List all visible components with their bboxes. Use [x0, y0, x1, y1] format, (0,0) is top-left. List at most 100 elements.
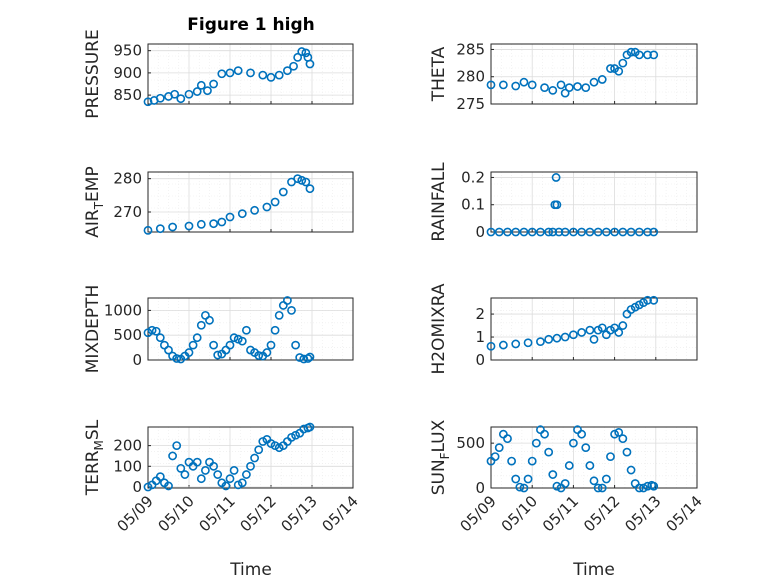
data-point: [217, 217, 227, 227]
data-point: [589, 476, 599, 486]
y-axis-label: RAINFALL: [429, 162, 449, 242]
data-point: [213, 470, 223, 479]
data-point: [209, 79, 218, 89]
data-point: [196, 474, 206, 484]
data-point: [634, 227, 644, 237]
data-point: [172, 441, 182, 451]
y-tick-label: 950: [113, 42, 142, 60]
data-point: [511, 81, 521, 91]
data-point: [205, 315, 214, 325]
data-point: [618, 434, 628, 444]
data-point: [297, 175, 307, 185]
data-point: [589, 334, 599, 344]
x-tick-label: 05/10: [155, 492, 198, 535]
data-point: [229, 333, 239, 343]
data-point: [305, 184, 315, 194]
data-point: [560, 227, 570, 237]
data-point: [634, 50, 644, 60]
subplot-6: 0 100 200 TERRMSL 05/0905/1005/1105/1205/130…: [83, 419, 362, 535]
data-point: [155, 333, 165, 343]
y-tick-label: 285: [456, 40, 485, 58]
data-point: [551, 173, 561, 182]
x-tick-label: 05/14: [663, 492, 706, 535]
data-point: [548, 227, 558, 237]
data-point: [544, 227, 554, 237]
data-point: [585, 325, 595, 335]
data-point: [241, 470, 251, 479]
data-point: [305, 352, 315, 362]
y-axis-label: THETA: [429, 46, 449, 102]
data-point: [577, 328, 587, 337]
data-point: [262, 202, 272, 212]
data-point: [622, 447, 632, 457]
data-point: [184, 221, 194, 231]
data-point: [200, 466, 210, 475]
data-point: [305, 422, 315, 432]
y-tick-label: 500: [113, 326, 142, 344]
subplot-3: 0 0.1 0.2 RAINFALL: [429, 162, 698, 242]
data-point: [649, 227, 659, 237]
data-point: [618, 227, 628, 237]
data-point: [597, 483, 607, 493]
data-point: [597, 75, 607, 84]
data-point: [168, 222, 177, 232]
data-point: [548, 85, 558, 95]
data-point: [237, 209, 247, 219]
data-point: [270, 197, 280, 207]
data-point: [143, 97, 153, 107]
data-point: [519, 483, 529, 493]
data-point: [254, 445, 264, 455]
data-point: [176, 463, 186, 473]
data-point: [569, 438, 578, 448]
data-point: [237, 336, 247, 346]
data-point: [237, 478, 247, 488]
data-point: [217, 69, 227, 79]
data-point: [610, 429, 619, 439]
data-point: [209, 340, 218, 350]
data-point: [503, 227, 512, 237]
data-point: [486, 80, 496, 90]
data-point: [544, 334, 554, 344]
data-point: [523, 474, 533, 484]
data-point: [203, 86, 212, 96]
y-axis-label: H2OMIXRA: [429, 283, 449, 374]
data-point: [225, 340, 235, 350]
data-point: [556, 80, 566, 90]
data-point: [511, 227, 521, 237]
data-point: [552, 333, 562, 343]
data-point: [293, 174, 303, 184]
data-point: [225, 68, 235, 78]
data-point: [531, 438, 541, 448]
data-point: [143, 225, 153, 235]
data-point: [250, 205, 259, 215]
data-point: [614, 66, 624, 76]
data-point: [536, 337, 545, 347]
data-point: [569, 330, 578, 340]
y-tick-label: 100: [113, 457, 142, 475]
data-point: [614, 427, 624, 437]
y-tick-label: 0: [475, 223, 485, 241]
data-point: [585, 461, 595, 470]
data-point: [593, 227, 603, 237]
axes-frame: [147, 43, 354, 105]
data-point: [511, 339, 521, 349]
data-point: [527, 456, 537, 466]
data-point: [610, 227, 619, 237]
data-point: [262, 348, 272, 357]
data-point: [494, 443, 504, 453]
data-point: [188, 340, 198, 350]
data-point: [649, 295, 659, 305]
x-axis-label-right: Time: [572, 560, 615, 580]
data-point: [301, 177, 311, 187]
y-tick-label: 0: [132, 351, 142, 369]
data-point: [170, 89, 180, 99]
data-point: [225, 474, 235, 484]
data-point: [564, 83, 574, 93]
data-point: [270, 325, 280, 335]
data-point: [554, 227, 564, 237]
data-point: [643, 50, 652, 60]
data-point: [577, 429, 587, 439]
data-point: [229, 466, 239, 475]
data-point: [282, 66, 292, 76]
